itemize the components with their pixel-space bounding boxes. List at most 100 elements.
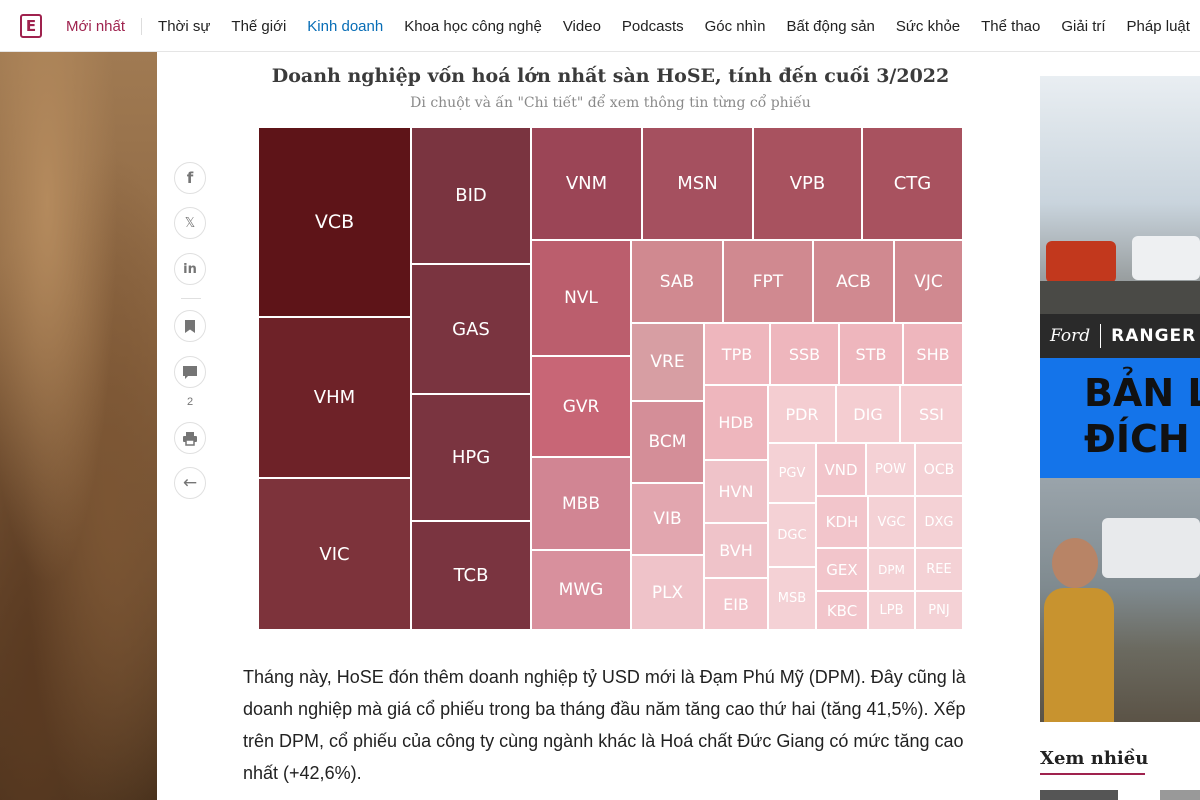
treemap-tile-gas[interactable]: GAS [411, 264, 531, 394]
tile-label: GAS [452, 318, 490, 340]
back-button[interactable]: ← [174, 467, 206, 499]
treemap-tile-kdh[interactable]: KDH [816, 496, 868, 548]
thumbnail-image[interactable] [1160, 790, 1200, 800]
treemap-tile-ocb[interactable]: OCB [915, 443, 963, 496]
treemap-tile-vnd[interactable]: VND [816, 443, 866, 496]
tile-label: DIG [853, 404, 883, 424]
truck-image [1046, 241, 1116, 283]
treemap-tile-pgv[interactable]: PGV [768, 443, 816, 503]
treemap-tile-nvl[interactable]: NVL [531, 240, 631, 356]
treemap-tile-vhm[interactable]: VHM [258, 317, 411, 478]
treemap-tile-hpg[interactable]: HPG [411, 394, 531, 521]
nav-item[interactable]: Pháp luật [1126, 17, 1190, 35]
treemap-tile-plx[interactable]: PLX [631, 555, 704, 630]
most-viewed-underline [1040, 773, 1145, 775]
treemap-tile-ree[interactable]: REE [915, 548, 963, 591]
tile-label: KBC [826, 601, 858, 620]
treemap-tile-ssb[interactable]: SSB [770, 323, 839, 385]
tile-label: GEX [826, 560, 858, 579]
treemap-tile-eib[interactable]: EIB [704, 578, 768, 630]
tile-label: VPB [789, 173, 826, 194]
treemap-tile-sab[interactable]: SAB [631, 240, 723, 323]
tile-label: GVR [562, 396, 600, 417]
treemap-tile-vpb[interactable]: VPB [753, 127, 862, 240]
tile-label: HVN [718, 482, 754, 501]
x-share-button[interactable]: 𝕏 [174, 207, 206, 239]
x-icon: 𝕏 [184, 215, 196, 231]
treemap-tile-vnm[interactable]: VNM [531, 127, 642, 240]
ad-model-name: RANGER [1111, 326, 1197, 346]
treemap-tile-ssi[interactable]: SSI [900, 385, 963, 443]
treemap-tile-pdr[interactable]: PDR [768, 385, 836, 443]
nav-item[interactable]: Kinh doanh [307, 17, 384, 35]
tile-label: BVH [719, 541, 753, 560]
treemap-tile-msn[interactable]: MSN [642, 127, 753, 240]
nav-item[interactable]: Giải trí [1061, 17, 1106, 35]
advertisement-banner[interactable]: Ford RANGER BẢN L ĐÍCH T [1040, 76, 1200, 722]
tile-label: DXG [924, 514, 954, 530]
nav-item[interactable]: Thể thao [981, 17, 1041, 35]
treemap-tile-shb[interactable]: SHB [903, 323, 963, 385]
linkedin-share-button[interactable]: in [174, 253, 206, 285]
nav-item[interactable]: Thế giới [231, 17, 287, 35]
site-logo[interactable]: E [20, 14, 42, 38]
treemap-tile-vic[interactable]: VIC [258, 478, 411, 630]
treemap-tile-vgc[interactable]: VGC [868, 496, 915, 548]
back-arrow-icon: ← [182, 473, 198, 493]
tile-label: PLX [651, 582, 684, 603]
ad-brand-name: Ford [1050, 326, 1091, 346]
treemap-tile-ctg[interactable]: CTG [862, 127, 963, 240]
nav-item[interactable]: Mới nhất [66, 17, 143, 35]
nav-item[interactable]: Podcasts [621, 17, 684, 35]
treemap-tile-msb[interactable]: MSB [768, 567, 816, 630]
treemap-tile-gex[interactable]: GEX [816, 548, 868, 591]
treemap-tile-kbc[interactable]: KBC [816, 591, 868, 630]
tile-label: TPB [721, 344, 753, 364]
print-icon [183, 431, 197, 446]
treemap-tile-acb[interactable]: ACB [813, 240, 894, 323]
treemap-tile-mwg[interactable]: MWG [531, 550, 631, 630]
treemap-tile-vcb[interactable]: VCB [258, 127, 411, 317]
treemap-tile-vib[interactable]: VIB [631, 483, 704, 555]
treemap-tile-bid[interactable]: BID [411, 127, 531, 264]
treemap-tile-gvr[interactable]: GVR [531, 356, 631, 457]
treemap-tile-dpm[interactable]: DPM [868, 548, 915, 591]
print-button[interactable] [174, 422, 206, 454]
treemap-tile-vjc[interactable]: VJC [894, 240, 963, 323]
treemap-tile-tcb[interactable]: TCB [411, 521, 531, 630]
tile-label: VNM [565, 173, 608, 194]
chart-title: Doanh nghiệp vốn hoá lớn nhất sàn HoSE, … [271, 65, 950, 87]
nav-item[interactable]: Khoa học công nghệ [404, 17, 542, 35]
treemap-tile-fpt[interactable]: FPT [723, 240, 813, 323]
tile-label: STB [855, 344, 887, 364]
treemap-tile-pow[interactable]: POW [866, 443, 915, 496]
comment-button[interactable] [174, 356, 206, 388]
facebook-share-button[interactable]: f [174, 162, 206, 194]
tile-label: MWG [558, 580, 604, 600]
nav-item[interactable]: Thời sự [158, 17, 211, 35]
nav-item[interactable]: Video [562, 17, 601, 35]
treemap-tile-lpb[interactable]: LPB [868, 591, 915, 630]
treemap-tile-dig[interactable]: DIG [836, 385, 900, 443]
most-viewed-heading[interactable]: Xem nhiều [1040, 748, 1149, 769]
background-image [0, 52, 157, 800]
tile-label: VIB [653, 509, 682, 529]
treemap-tile-bcm[interactable]: BCM [631, 401, 704, 483]
treemap-tile-pnj[interactable]: PNJ [915, 591, 963, 630]
nav-item[interactable]: Sức khỏe [895, 17, 961, 35]
tile-label: VJC [914, 271, 943, 292]
nav-item[interactable]: Góc nhìn [704, 17, 766, 35]
treemap-tile-stb[interactable]: STB [839, 323, 903, 385]
nav-item[interactable]: Bất động sản [786, 17, 875, 35]
treemap-tile-mbb[interactable]: MBB [531, 457, 631, 550]
treemap-tile-dxg[interactable]: DXG [915, 496, 963, 548]
treemap-tile-tpb[interactable]: TPB [704, 323, 770, 385]
treemap-tile-hvn[interactable]: HVN [704, 460, 768, 523]
thumbnail-image[interactable] [1040, 790, 1118, 800]
treemap-tile-vre[interactable]: VRE [631, 323, 704, 401]
bookmark-button[interactable] [174, 310, 206, 342]
treemap-tile-dgc[interactable]: DGC [768, 503, 816, 567]
ad-headline-line-2: ĐÍCH T [1084, 417, 1200, 461]
treemap-tile-hdb[interactable]: HDB [704, 385, 768, 460]
treemap-tile-bvh[interactable]: BVH [704, 523, 768, 578]
